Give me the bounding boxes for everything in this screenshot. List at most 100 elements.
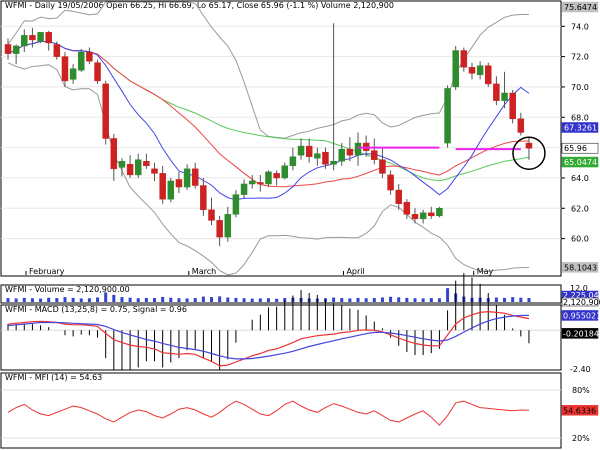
- candle-body: [257, 182, 264, 185]
- mfi-lines: [1, 389, 561, 439]
- macd-tag-box: [561, 310, 599, 321]
- volume-bar: [14, 298, 18, 302]
- price-tag-box: [561, 142, 599, 154]
- price-tick-label: 64.0: [571, 174, 589, 183]
- candle-body: [248, 180, 256, 185]
- month-label: February: [29, 267, 65, 276]
- candle-body: [159, 173, 166, 200]
- candle-body: [419, 212, 427, 220]
- candle-body: [305, 145, 313, 157]
- volume-bar: [234, 297, 238, 302]
- volume-panel-title: WFMI - Volume = 2,120,900.00: [5, 285, 130, 294]
- price-tags: 75.6474 67.3261 65.96 65.0474 58.1043: [561, 1, 599, 273]
- price-grid: [1, 25, 561, 240]
- mfi-tick-label: 80%: [572, 386, 590, 395]
- volume-bar: [63, 297, 67, 302]
- candle-body: [346, 148, 354, 156]
- volume-bar: [30, 298, 34, 302]
- candle-body: [428, 212, 435, 217]
- mfi-panel: WFMI - MFI (14) = 54.63 80% 20% 54.6336: [0, 372, 599, 449]
- mfi-series-line: [7, 400, 530, 426]
- volume-bar: [397, 297, 401, 302]
- volume-bar: [128, 297, 132, 302]
- volume-bar: [169, 297, 173, 302]
- candle-body: [395, 189, 402, 204]
- annotations: [358, 136, 546, 170]
- macd-histogram: [1, 273, 561, 371]
- candle-body: [493, 83, 500, 101]
- volume-bar: [413, 298, 417, 302]
- volume-bar: [87, 298, 91, 302]
- candle-body: [371, 150, 378, 160]
- price-tag-label: 58.1043: [564, 263, 597, 272]
- candle-body: [183, 168, 191, 188]
- candle-body: [468, 66, 476, 74]
- volume-bar: [71, 297, 75, 302]
- bollinger-lower-line: [7, 62, 530, 276]
- month-label: May: [477, 267, 494, 276]
- volume-bar: [511, 297, 515, 302]
- mfi-tag-box: [561, 405, 599, 416]
- volume-bar: [527, 298, 531, 302]
- volume-bar: [258, 298, 262, 302]
- candle-body: [501, 92, 508, 101]
- candle-body: [151, 168, 158, 174]
- volume-bar: [332, 297, 336, 302]
- price-axis: 60.062.064.066.068.070.072.074.0: [561, 22, 589, 244]
- volume-bar: [242, 298, 246, 302]
- volume-bar: [364, 298, 368, 302]
- candle-body: [110, 138, 118, 170]
- volume-tag-box: [561, 297, 599, 307]
- volume-tag-label: 2,225,043: [563, 291, 600, 300]
- candle-body: [460, 50, 468, 68]
- volume-tag-label: 2,120,900: [563, 298, 600, 307]
- candle-body: [297, 145, 305, 156]
- candle-body: [379, 159, 386, 174]
- price-panel: WFMI - Daily 19/05/2006 Open 66.25, Hi 6…: [0, 0, 599, 277]
- candle-body: [485, 65, 492, 85]
- candle-body: [354, 142, 362, 156]
- price-tag-box: [561, 156, 599, 168]
- volume-bar: [161, 296, 165, 302]
- volume-bar: [120, 297, 124, 302]
- candle-body: [126, 164, 134, 176]
- volume-bar: [22, 297, 26, 302]
- candle-body: [240, 183, 248, 195]
- candle-body: [216, 220, 223, 238]
- month-labels: February March April May: [25, 267, 494, 276]
- candle-body: [45, 32, 52, 44]
- candle-body: [314, 153, 321, 159]
- candle-body: [517, 118, 525, 133]
- price-tick-label: 60.0: [571, 235, 589, 244]
- price-tick-label: 70.0: [571, 83, 589, 92]
- mfi-tick-label: 20%: [572, 434, 590, 443]
- price-tag-box: [561, 262, 599, 273]
- candle-body: [330, 161, 337, 165]
- volume-bar: [226, 297, 230, 302]
- candle-body: [175, 179, 183, 188]
- candle-body: [78, 51, 85, 71]
- macd-series-line: [7, 310, 530, 367]
- macd-panel: WFMI - MACD (13,25,8) = 0.75, Signal = 0…: [0, 273, 600, 374]
- volume-bar: [380, 297, 384, 302]
- macd-lines: [7, 310, 530, 367]
- price-panel-title: WFMI - Daily 19/05/2006 Open 66.25, Hi 6…: [5, 1, 394, 10]
- volume-bar: [177, 298, 181, 302]
- candle-body: [61, 56, 69, 82]
- candle-body: [37, 32, 44, 42]
- price-tick-label: 68.0: [571, 113, 589, 122]
- candle-body: [322, 151, 329, 165]
- candle-body: [12, 45, 20, 54]
- candle-body: [452, 50, 459, 88]
- candle-body: [436, 208, 443, 217]
- candle-body: [208, 209, 215, 221]
- candle-body: [86, 51, 93, 62]
- macd-tag-label: -0.201847: [563, 329, 600, 338]
- volume-bar: [6, 298, 10, 302]
- mfi-panel-title: WFMI - MFI (14) = 54.63: [5, 373, 102, 382]
- volume-panel-frame: [0, 284, 562, 304]
- price-tag-label: 65.96: [564, 144, 587, 153]
- candle-body: [265, 171, 272, 185]
